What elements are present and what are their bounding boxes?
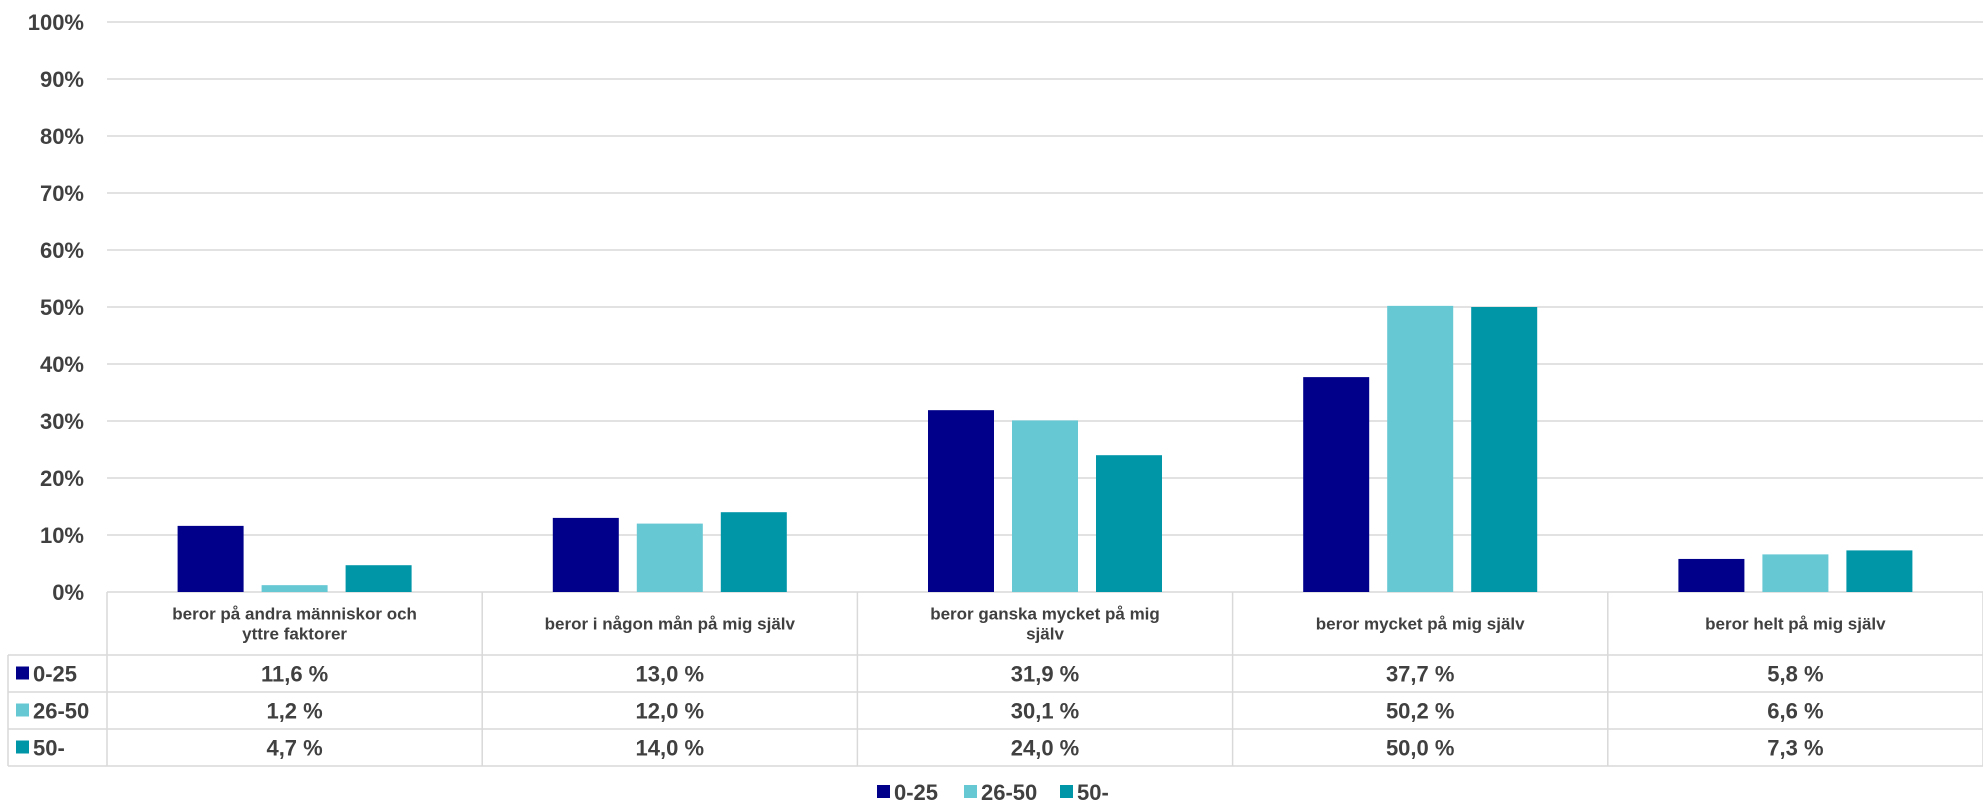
y-tick-label: 0% bbox=[52, 580, 84, 605]
category-label: själv bbox=[1026, 625, 1064, 644]
legend-swatch bbox=[1060, 785, 1073, 798]
y-tick-label: 30% bbox=[40, 409, 84, 434]
bar bbox=[636, 523, 703, 592]
category-label: beror på andra människor och bbox=[172, 605, 417, 624]
data-label: 30,1 % bbox=[1011, 699, 1080, 724]
row-legend-swatch bbox=[16, 666, 29, 680]
y-tick-label: 60% bbox=[40, 238, 84, 263]
data-label: 14,0 % bbox=[636, 736, 705, 761]
row-legend-swatch bbox=[16, 703, 29, 717]
data-label: 4,7 % bbox=[266, 736, 322, 761]
bar bbox=[1387, 305, 1454, 592]
legend-label: 0-25 bbox=[894, 780, 938, 805]
category-label: beror i någon mån på mig själv bbox=[545, 615, 796, 634]
data-label: 11,6 % bbox=[261, 662, 328, 687]
y-tick-label: 70% bbox=[40, 181, 84, 206]
data-label: 31,9 % bbox=[1011, 662, 1080, 687]
bar bbox=[345, 565, 412, 592]
data-label: 50,2 % bbox=[1386, 699, 1455, 724]
category-label: yttre faktorer bbox=[242, 625, 347, 644]
data-label: 50,0 % bbox=[1386, 736, 1455, 761]
y-tick-label: 80% bbox=[40, 124, 84, 149]
bar bbox=[1303, 377, 1370, 592]
data-label: 12,0 % bbox=[636, 699, 705, 724]
data-label: 13,0 % bbox=[636, 662, 705, 687]
row-label: 0-25 bbox=[33, 662, 77, 687]
data-label: 7,3 % bbox=[1767, 736, 1823, 761]
row-label: 26-50 bbox=[33, 699, 89, 724]
category-label: beror helt på mig själv bbox=[1705, 615, 1886, 634]
y-tick-label: 10% bbox=[40, 523, 84, 548]
legend-swatch bbox=[877, 785, 890, 798]
row-legend-swatch bbox=[16, 740, 29, 754]
data-label: 37,7 % bbox=[1386, 662, 1455, 687]
legend-label: 50- bbox=[1077, 780, 1109, 805]
data-label: 5,8 % bbox=[1767, 662, 1823, 687]
y-tick-label: 100% bbox=[28, 10, 84, 35]
bar bbox=[177, 525, 244, 592]
bar bbox=[1012, 420, 1078, 592]
data-label: 1,2 % bbox=[266, 699, 322, 724]
bar bbox=[720, 512, 787, 592]
legend-swatch bbox=[964, 785, 977, 798]
y-tick-label: 90% bbox=[40, 67, 84, 92]
data-label: 6,6 % bbox=[1767, 699, 1823, 724]
bar bbox=[261, 585, 328, 592]
bar bbox=[1846, 550, 1913, 592]
y-tick-label: 40% bbox=[40, 352, 84, 377]
bar bbox=[552, 517, 619, 592]
bar bbox=[1096, 455, 1162, 592]
bar bbox=[1471, 307, 1538, 592]
legend-label: 26-50 bbox=[981, 780, 1037, 805]
data-label: 24,0 % bbox=[1011, 736, 1080, 761]
bar bbox=[1678, 558, 1745, 592]
bar bbox=[1762, 554, 1829, 592]
y-tick-label: 50% bbox=[40, 295, 84, 320]
bar bbox=[928, 410, 994, 592]
row-label: 50- bbox=[33, 736, 65, 761]
category-label: beror mycket på mig själv bbox=[1316, 615, 1525, 634]
y-tick-label: 20% bbox=[40, 466, 84, 491]
category-label: beror ganska mycket på mig bbox=[930, 605, 1160, 624]
